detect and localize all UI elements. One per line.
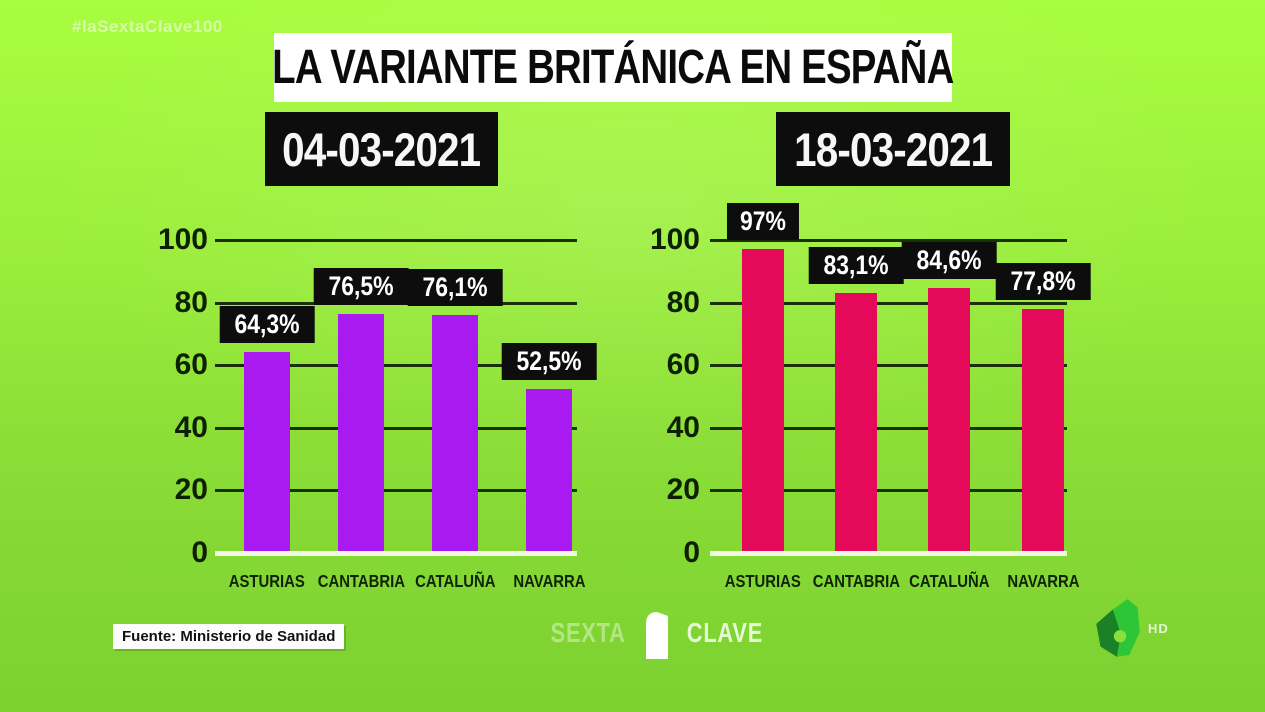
value-text: 77,8% bbox=[1010, 266, 1076, 297]
value-text: 84,6% bbox=[916, 245, 982, 276]
y-gridline-20 bbox=[710, 489, 1067, 493]
hd-badge: HD bbox=[1148, 621, 1169, 636]
x-axis-line bbox=[215, 551, 577, 556]
clave-wordmark: CLAVE bbox=[687, 617, 764, 648]
value-label-cantabria: 76,5% bbox=[313, 267, 409, 305]
bar-asturias bbox=[742, 249, 784, 553]
category-label-cantabria: CANTABRIA bbox=[291, 571, 431, 592]
sexta-clave-6-icon bbox=[646, 612, 669, 659]
y-tick-label-40: 40 bbox=[174, 410, 208, 444]
value-label-catalua: 84,6% bbox=[901, 242, 997, 280]
date-label-left: 04-03-2021 bbox=[265, 112, 498, 186]
category-label-navarra: NAVARRA bbox=[479, 571, 619, 592]
category-label-catalua: CATALUÑA bbox=[385, 571, 525, 592]
y-gridline-20 bbox=[215, 489, 577, 493]
title-banner: LA VARIANTE BRITÁNICA EN ESPAÑA bbox=[272, 33, 954, 102]
category-text: ASTURIAS bbox=[228, 571, 306, 591]
y-gridline-40 bbox=[215, 426, 577, 430]
y-tick-label-40: 40 bbox=[666, 410, 700, 444]
bar-catalua bbox=[432, 314, 478, 553]
y-tick-label-60: 60 bbox=[174, 348, 208, 382]
bar-asturias bbox=[244, 351, 290, 553]
y-gridline-100 bbox=[710, 239, 1067, 242]
category-label-asturias: ASTURIAS bbox=[197, 571, 337, 592]
lasexta-6-icon bbox=[1096, 599, 1140, 657]
value-label-navarra: 52,5% bbox=[501, 342, 597, 380]
y-gridline-100 bbox=[215, 239, 577, 242]
y-tick-label-100: 100 bbox=[157, 223, 208, 256]
y-tick-label-0: 0 bbox=[191, 536, 208, 569]
value-label-asturias: 64,3% bbox=[219, 305, 315, 343]
y-tick-label-80: 80 bbox=[174, 285, 208, 319]
x-axis-line bbox=[710, 551, 1067, 556]
value-label-catalua: 76,1% bbox=[407, 268, 503, 306]
bar-catalua bbox=[928, 288, 970, 553]
category-label-catalua: CATALUÑA bbox=[879, 571, 1019, 592]
bar-navarra bbox=[1022, 309, 1064, 553]
y-gridline-40 bbox=[710, 426, 1067, 430]
y-tick-label-0: 0 bbox=[683, 536, 700, 569]
category-label-navarra: NAVARRA bbox=[973, 571, 1113, 592]
category-text: ASTURIAS bbox=[724, 571, 802, 591]
bar-cantabria bbox=[835, 292, 877, 553]
bar-navarra bbox=[526, 388, 572, 553]
source-text: Fuente: Ministerio de Sanidad bbox=[122, 628, 336, 645]
page-title: LA VARIANTE BRITÁNICA EN ESPAÑA bbox=[272, 41, 954, 94]
sexta-wordmark: SEXTA bbox=[550, 617, 626, 648]
value-label-navarra: 77,8% bbox=[995, 263, 1091, 301]
sexta-clave-logo: SEXTA CLAVE bbox=[540, 604, 774, 662]
category-text: NAVARRA bbox=[1006, 571, 1080, 591]
y-gridline-60 bbox=[215, 364, 577, 368]
value-text: 83,1% bbox=[823, 249, 889, 280]
y-tick-label-80: 80 bbox=[666, 285, 700, 319]
date-label-right: 18-03-2021 bbox=[776, 112, 1010, 186]
date-right-text: 18-03-2021 bbox=[793, 122, 993, 176]
y-gridline-80 bbox=[710, 301, 1067, 305]
value-text: 76,5% bbox=[328, 270, 394, 301]
y-tick-label-20: 20 bbox=[174, 473, 208, 507]
y-tick-label-100: 100 bbox=[649, 223, 700, 256]
category-text: NAVARRA bbox=[512, 571, 586, 591]
y-gridline-60 bbox=[710, 364, 1067, 368]
source-box: Fuente: Ministerio de Sanidad bbox=[113, 624, 345, 649]
value-text: 52,5% bbox=[516, 345, 582, 376]
value-label-asturias: 97% bbox=[726, 203, 800, 241]
category-text: CATALUÑA bbox=[414, 571, 496, 591]
category-label-asturias: ASTURIAS bbox=[693, 571, 833, 592]
date-left-text: 04-03-2021 bbox=[282, 122, 481, 176]
bar-cantabria bbox=[338, 313, 384, 553]
category-text: CATALUÑA bbox=[908, 571, 990, 591]
y-tick-label-60: 60 bbox=[666, 348, 700, 382]
value-label-cantabria: 83,1% bbox=[808, 246, 904, 284]
category-text: CANTABRIA bbox=[812, 571, 900, 591]
lasexta-logo: HD bbox=[1092, 597, 1192, 663]
value-text: 97% bbox=[740, 206, 786, 237]
y-tick-label-20: 20 bbox=[666, 473, 700, 507]
value-text: 64,3% bbox=[234, 308, 300, 339]
hashtag: #laSextaClave100 bbox=[72, 17, 223, 36]
value-text: 76,1% bbox=[422, 271, 488, 302]
category-text: CANTABRIA bbox=[317, 571, 405, 591]
category-label-cantabria: CANTABRIA bbox=[786, 571, 926, 592]
